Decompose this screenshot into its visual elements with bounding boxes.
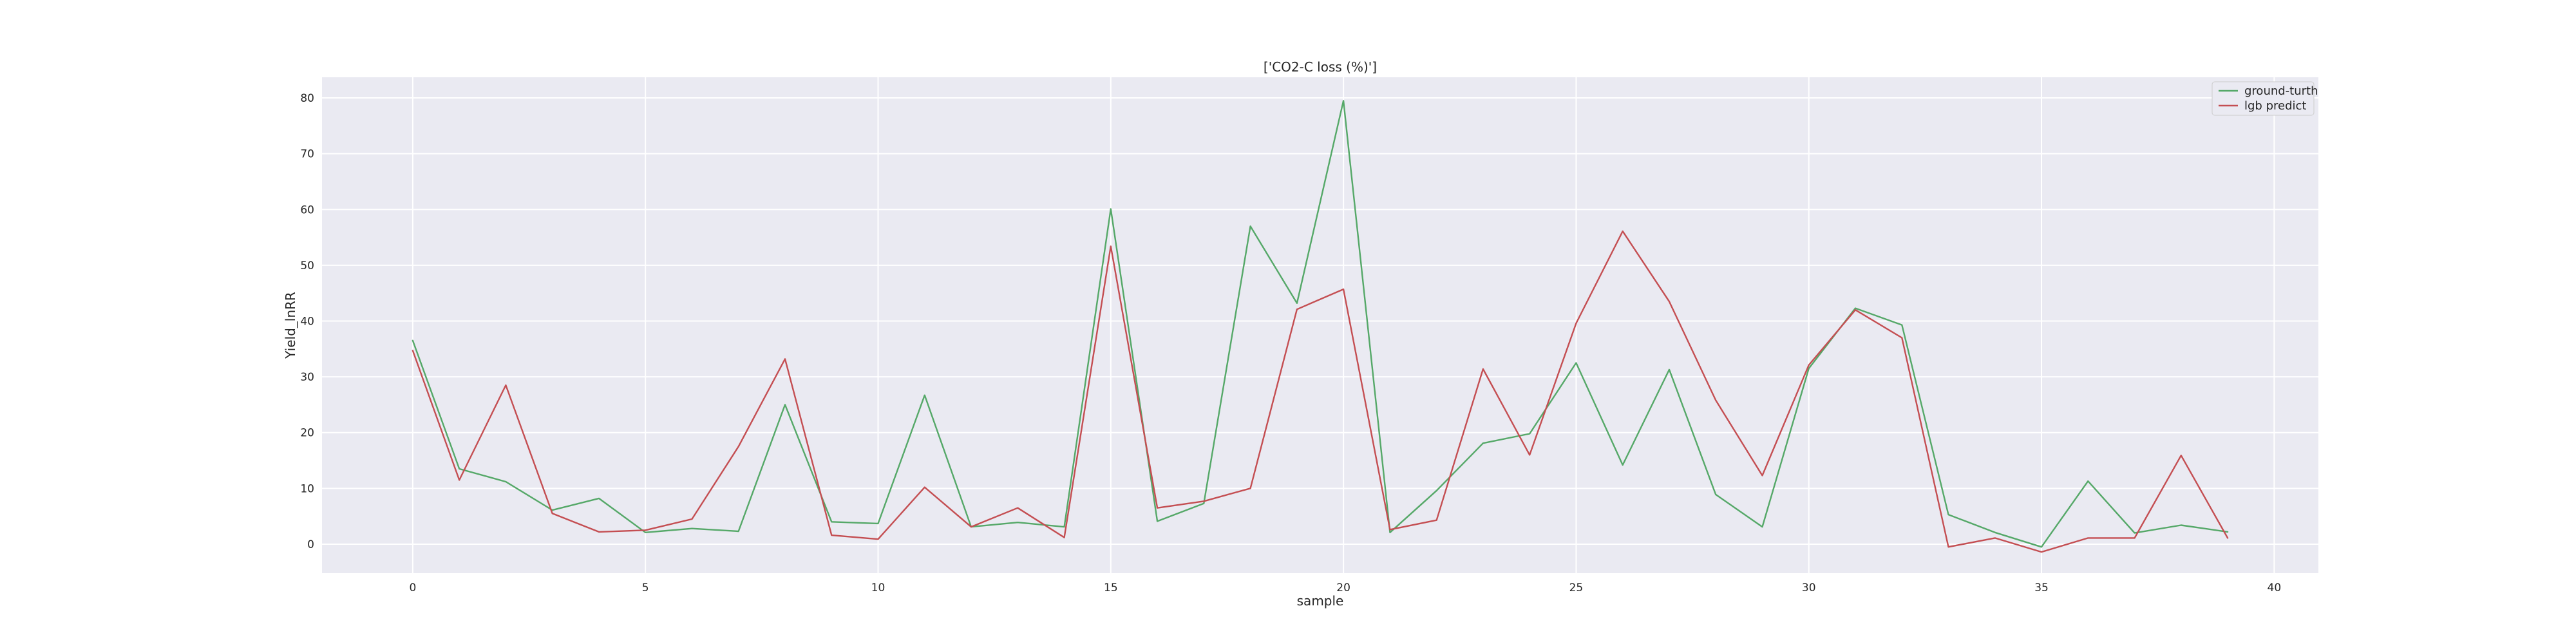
x-tick-label: 35 <box>2034 582 2049 594</box>
series-lines <box>412 100 2229 553</box>
x-tick-label: 15 <box>1104 582 1118 594</box>
y-tick-label: 30 <box>300 371 314 384</box>
y-tick-label: 70 <box>300 148 314 161</box>
x-tick-label: 10 <box>871 582 886 594</box>
x-tick-label: 30 <box>1802 582 1816 594</box>
grid <box>322 77 2318 573</box>
y-tick-label: 20 <box>300 427 314 440</box>
y-tick-label: 50 <box>300 260 314 272</box>
y-axis-label: Yield_lnRR <box>283 292 298 359</box>
y-tick-label: 60 <box>300 204 314 216</box>
y-tick-label: 0 <box>307 538 314 551</box>
x-tick-label: 5 <box>642 582 649 594</box>
y-tick-label: 10 <box>300 482 314 495</box>
y-tick-label: 40 <box>300 316 314 328</box>
x-tick-label: 20 <box>1336 582 1350 594</box>
series-line-ground-turth <box>412 100 2229 548</box>
plot-area <box>322 77 2318 573</box>
x-tick-label: 25 <box>1569 582 1584 594</box>
x-axis-label: sample <box>1297 593 1344 609</box>
x-tick-label: 40 <box>2268 582 2282 594</box>
x-tick-label: 0 <box>409 582 416 594</box>
legend-label-lgb-predict: lgb predict <box>2244 99 2306 113</box>
y-axis-ticks: 0 10 20 30 40 50 60 70 80 <box>300 92 314 551</box>
chart-title: ['CO2-C loss (%)'] <box>1264 59 1377 75</box>
x-axis-ticks: 0 5 10 15 20 25 30 35 40 <box>409 582 2281 594</box>
y-tick-label: 80 <box>300 92 314 105</box>
legend: ground-turth lgb predict <box>2211 81 2318 116</box>
legend-label-ground-turth: ground-turth <box>2244 84 2318 98</box>
series-line-lgb-predict <box>412 230 2229 553</box>
